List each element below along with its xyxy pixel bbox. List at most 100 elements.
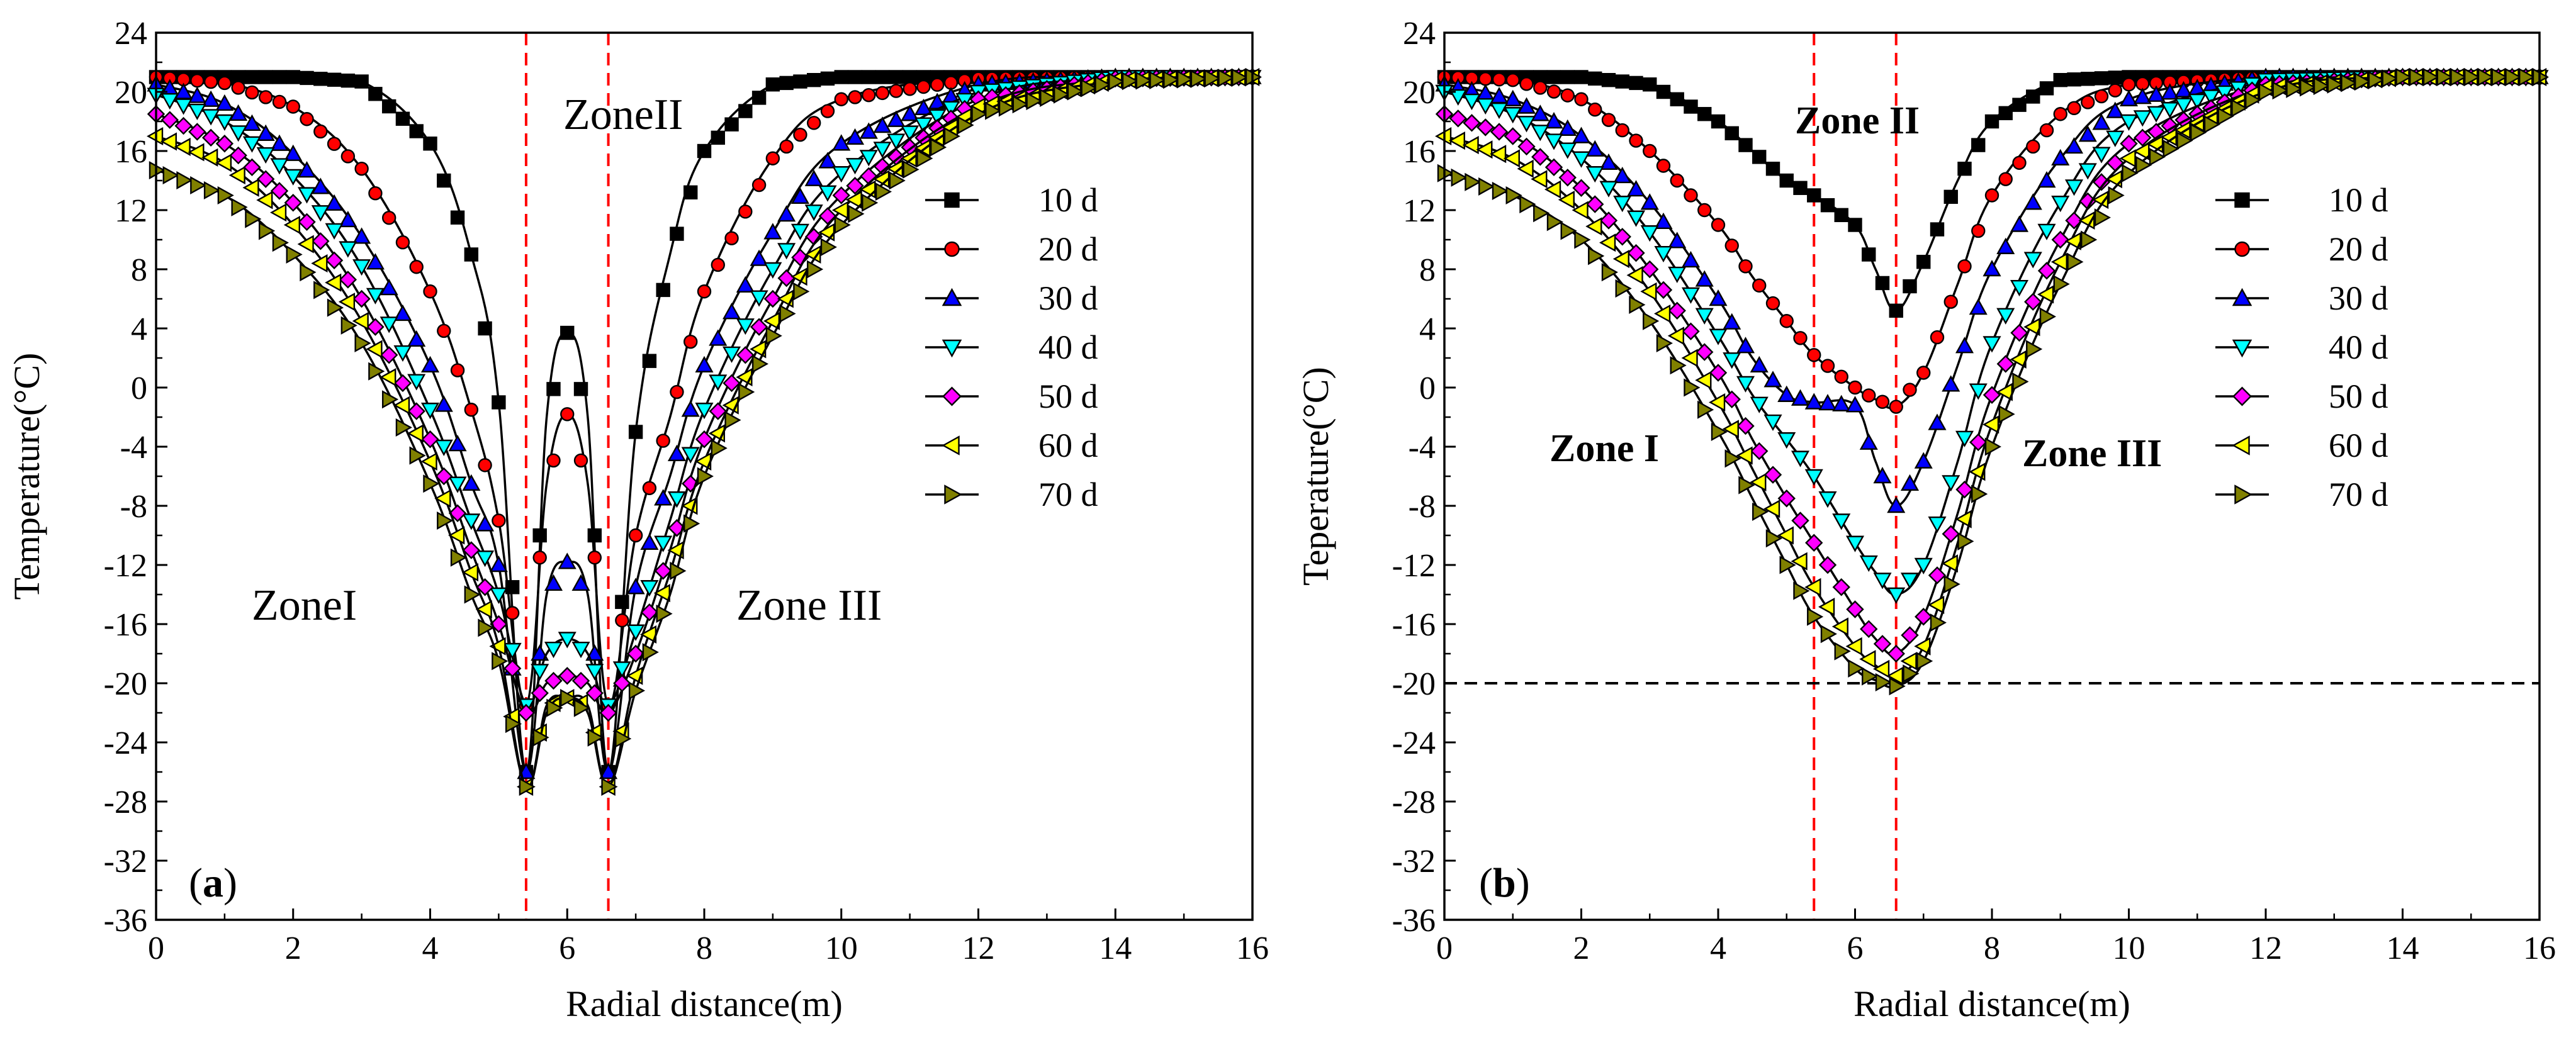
y-tick-label: 20 <box>115 75 147 111</box>
data-point <box>1957 162 1972 176</box>
data-point <box>489 556 508 573</box>
data-point <box>1779 556 1796 574</box>
data-point <box>1463 114 1481 132</box>
data-point <box>284 144 303 161</box>
data-point <box>1492 181 1509 200</box>
data-point <box>1643 143 1657 159</box>
data-point <box>1901 626 1919 644</box>
data-point <box>1163 70 1180 89</box>
legend-label: 10 d <box>2329 181 2388 219</box>
data-point <box>380 346 398 364</box>
x-tick-label: 8 <box>1984 930 2000 966</box>
data-point <box>1149 70 1166 89</box>
data-point <box>709 374 728 391</box>
data-point <box>1615 279 1632 298</box>
data-point <box>1654 212 1673 229</box>
data-point <box>928 128 945 147</box>
data-point <box>806 260 824 279</box>
panel-label: (b) <box>1479 860 1530 906</box>
data-point <box>1599 153 1618 170</box>
legend-label: 70 d <box>2329 476 2388 513</box>
data-point <box>1504 107 1522 124</box>
data-point <box>188 86 206 103</box>
data-point <box>1900 652 1917 671</box>
data-point <box>834 215 851 235</box>
data-point <box>188 143 205 162</box>
data-point <box>338 293 356 311</box>
data-point <box>1654 304 1671 323</box>
data-point <box>1108 72 1125 91</box>
y-tick-label: 8 <box>131 252 147 288</box>
data-point <box>1916 652 1933 671</box>
legend-label: 30 d <box>2329 279 2388 317</box>
data-point <box>368 87 383 101</box>
zone2-label: ZoneII <box>563 91 683 139</box>
data-point <box>1476 98 1495 115</box>
data-point <box>1711 422 1728 442</box>
data-point <box>695 355 714 372</box>
data-point <box>2161 83 2179 100</box>
data-point <box>1765 162 1780 176</box>
data-point <box>1957 532 1974 550</box>
data-point <box>1505 72 1520 87</box>
data-point <box>1832 578 1850 596</box>
data-point <box>667 444 686 461</box>
data-point <box>1723 352 1741 369</box>
data-point <box>162 166 179 185</box>
data-point <box>587 550 602 565</box>
data-point <box>503 659 522 678</box>
data-point <box>1722 420 1739 439</box>
data-point <box>478 458 492 472</box>
data-point <box>190 176 207 195</box>
data-point <box>1613 228 1631 246</box>
data-point <box>1695 371 1712 389</box>
data-point <box>724 411 741 430</box>
data-point <box>393 374 412 393</box>
data-point <box>859 150 878 167</box>
data-point <box>1845 535 1865 552</box>
data-point <box>820 71 835 86</box>
data-point <box>546 698 563 717</box>
data-point <box>599 763 618 780</box>
data-point <box>642 481 657 495</box>
data-point <box>270 134 289 151</box>
data-point <box>242 178 259 197</box>
data-point <box>2012 98 2027 112</box>
data-point <box>1601 72 1616 87</box>
data-point <box>1643 77 1657 92</box>
data-point <box>339 211 357 228</box>
data-point <box>229 125 248 142</box>
data-point <box>489 637 506 656</box>
data-point <box>380 368 397 387</box>
data-point <box>1040 88 1057 107</box>
data-point <box>2231 99 2248 118</box>
data-point <box>272 233 289 252</box>
data-point <box>1449 89 1468 106</box>
data-point <box>1807 607 1824 626</box>
data-point <box>297 187 317 204</box>
data-point <box>2010 280 2029 297</box>
data-point <box>1585 166 1604 183</box>
data-point <box>1599 233 1616 252</box>
y-tick-label: -36 <box>1392 903 1436 939</box>
data-point <box>1626 180 1646 197</box>
data-point <box>380 279 398 296</box>
data-point <box>2067 252 2084 271</box>
data-point <box>765 77 780 92</box>
data-point <box>243 158 261 177</box>
data-point <box>286 245 303 264</box>
data-point <box>1916 366 1931 380</box>
data-point <box>203 74 218 89</box>
data-point <box>1763 466 1782 484</box>
data-point <box>1176 70 1194 89</box>
data-point <box>259 221 276 240</box>
data-point <box>1505 186 1522 205</box>
data-point <box>490 615 508 634</box>
data-point <box>628 681 646 700</box>
data-point <box>1517 97 1536 114</box>
data-point <box>1697 107 1712 121</box>
legend-label: 50 d <box>1038 377 1098 415</box>
data-point <box>1668 266 1687 284</box>
zone1-label: ZoneI <box>252 581 357 630</box>
data-point <box>670 561 687 580</box>
